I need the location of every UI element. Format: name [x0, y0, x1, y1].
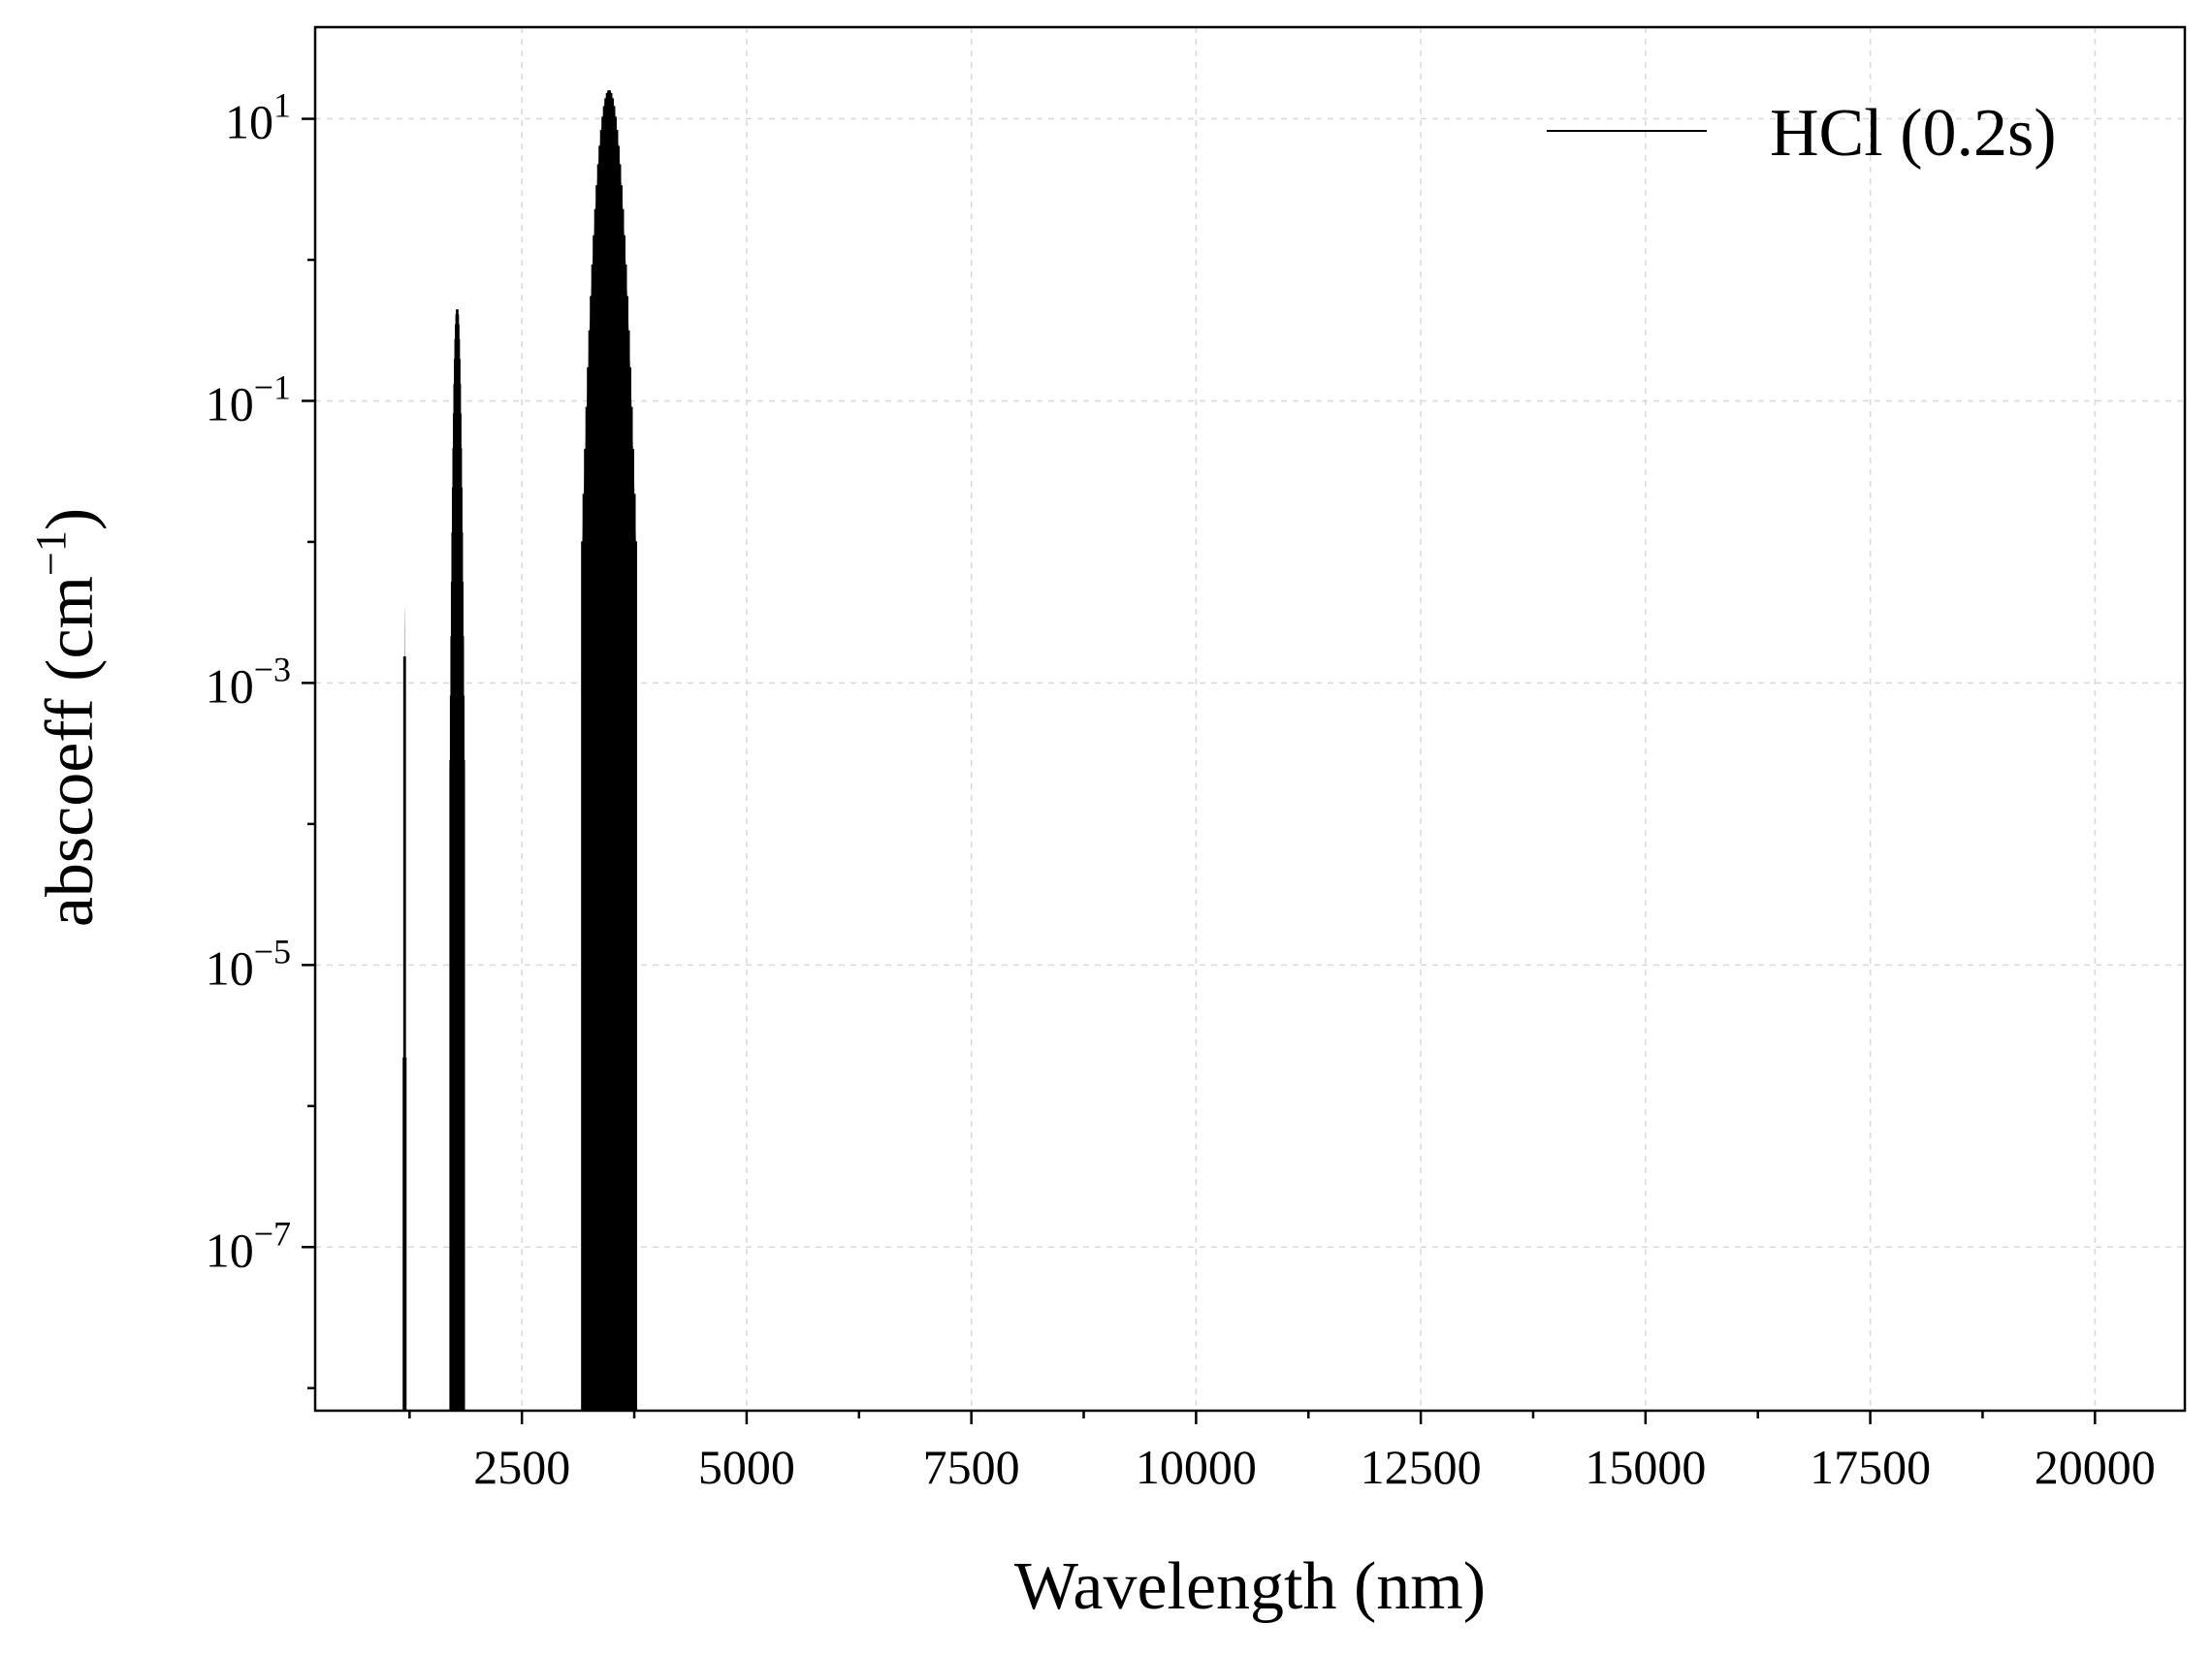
y-axis-title-sup: −1 [27, 530, 75, 576]
y-axis-title-end: ) [33, 508, 108, 530]
y-tick-exponent: −1 [254, 367, 291, 406]
y-tick-label: 101 [225, 86, 291, 149]
absorption-band [582, 89, 636, 1411]
y-tick-label: 10−7 [206, 1214, 291, 1277]
y-tick-exponent: −7 [254, 1214, 291, 1253]
y-tick-base: 10 [225, 95, 273, 149]
y-tick-base: 10 [206, 1223, 254, 1277]
legend-label: HCl (0.2s) [1770, 96, 2057, 171]
y-tick-label: 10−5 [206, 932, 291, 995]
y-tick-label: 10−3 [206, 650, 291, 713]
y-tick-base: 10 [206, 376, 254, 430]
x-tick-label: 12500 [1361, 1440, 1482, 1494]
y-tick-exponent: 1 [273, 86, 291, 125]
series-hcl [402, 89, 638, 1411]
grid [315, 27, 2185, 1411]
legend: HCl (0.2s) [1547, 96, 2057, 171]
y-axis-title-main: abscoeff (cm [33, 576, 108, 927]
y-tick-exponent: −3 [254, 650, 291, 688]
y-tick-base: 10 [206, 658, 254, 713]
x-tick-label: 7500 [923, 1440, 1020, 1494]
x-tick-label: 20000 [2035, 1440, 2156, 1494]
y-tick-exponent: −5 [254, 932, 291, 971]
plot-frame [313, 25, 2187, 1413]
x-tick-label: 15000 [1585, 1440, 1706, 1494]
x-axis-title: Wavelength (nm) [1014, 1549, 1486, 1624]
absorption-band [450, 308, 465, 1411]
x-tick-label: 5000 [698, 1440, 795, 1494]
x-axis: 2500 5000 7500 10000 12500 15000 17500 20000 [408, 1411, 2156, 1494]
x-tick-label: 2500 [473, 1440, 570, 1494]
x-tick-label: 17500 [1810, 1440, 1931, 1494]
y-tick-label: 10−1 [206, 367, 291, 430]
y-axis-title: abscoeff (cm−1) [27, 508, 108, 927]
absorption-band [403, 606, 406, 1411]
y-tick-base: 10 [206, 940, 254, 995]
x-tick-label: 10000 [1136, 1440, 1257, 1494]
